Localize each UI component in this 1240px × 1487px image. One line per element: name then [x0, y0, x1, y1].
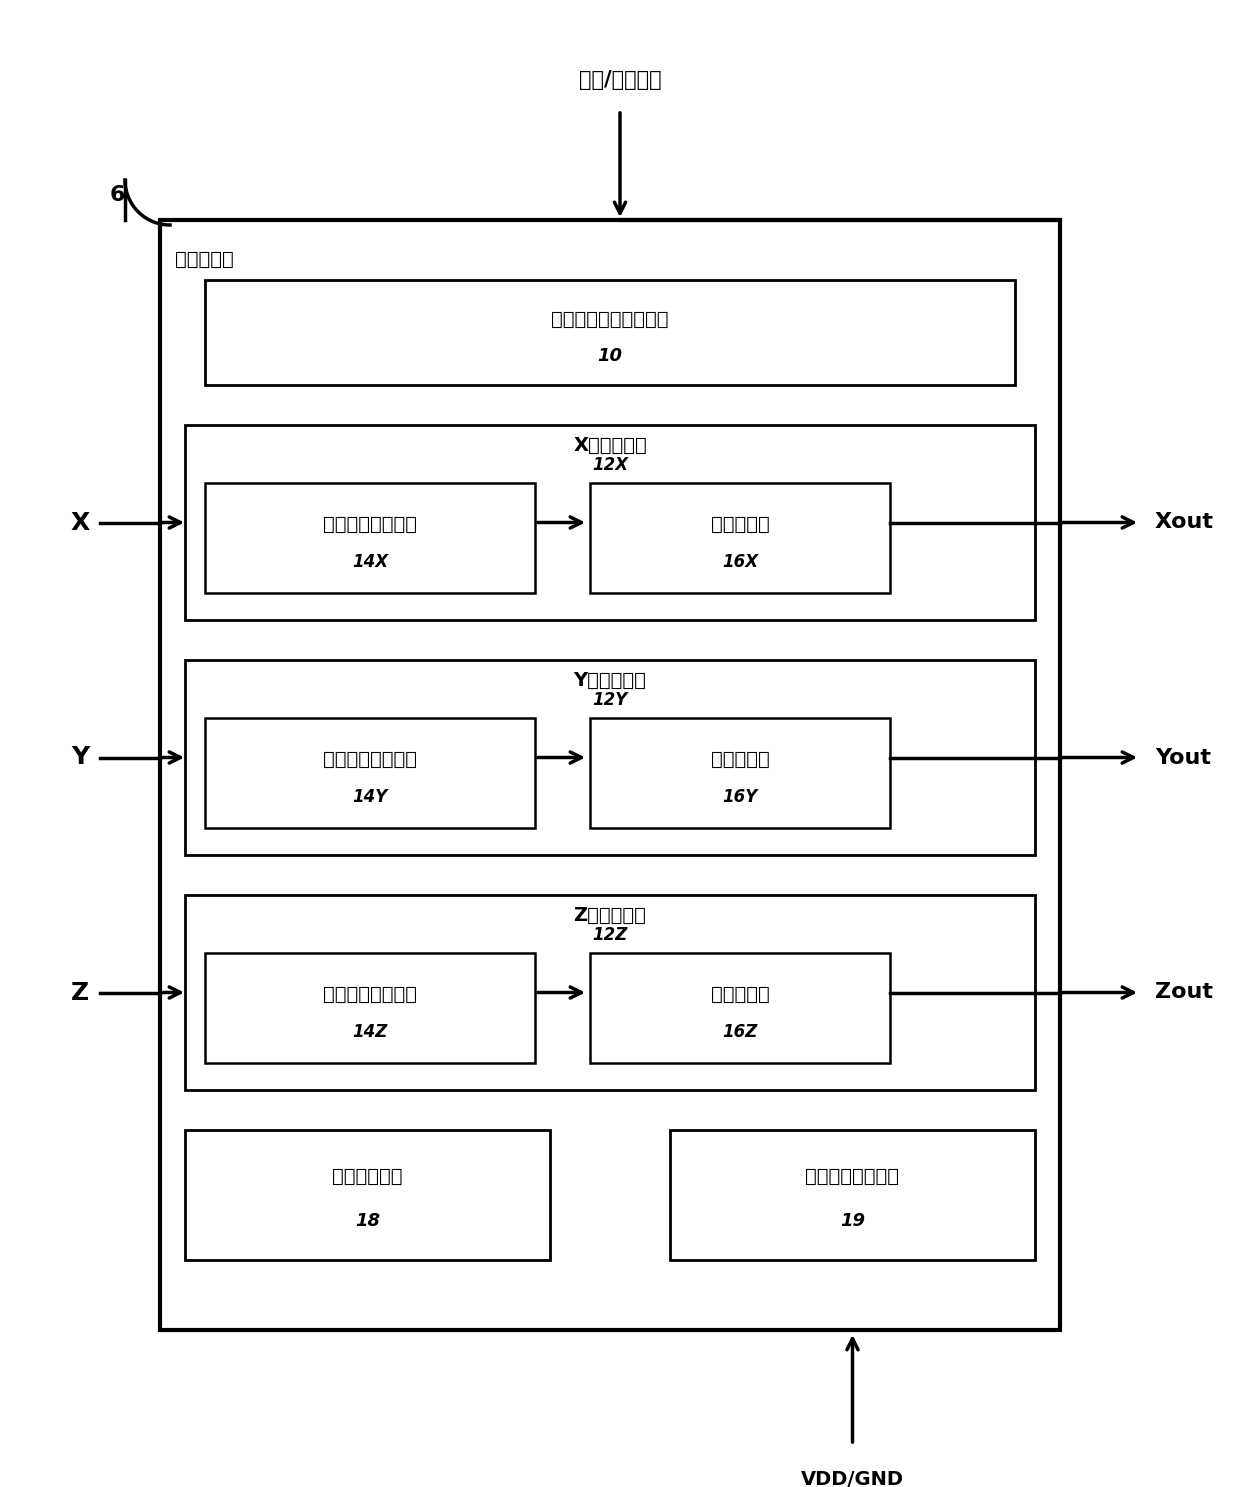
Text: 参考与偏置产生器: 参考与偏置产生器	[806, 1167, 899, 1187]
Text: 相关的三重采样器: 相关的三重采样器	[322, 751, 417, 769]
Bar	[160, 220, 1060, 1329]
Text: 16X: 16X	[722, 553, 758, 571]
Text: X: X	[71, 510, 89, 534]
Text: 18: 18	[355, 1212, 379, 1230]
Text: Y: Y	[71, 745, 89, 769]
Bar	[185, 660, 1035, 855]
Text: 相关的三重采样器: 相关的三重采样器	[322, 516, 417, 534]
Text: Zout: Zout	[1154, 983, 1213, 1002]
Text: 乒乓解调器: 乒乓解调器	[711, 986, 769, 1004]
Text: 时钟分配网络: 时钟分配网络	[332, 1167, 403, 1187]
Text: Y轴接口电路: Y轴接口电路	[574, 671, 646, 690]
Bar	[205, 280, 1016, 385]
Text: VDD/GND: VDD/GND	[801, 1471, 904, 1487]
Text: 传感器接口: 传感器接口	[175, 250, 234, 269]
Text: Z轴接口电路: Z轴接口电路	[574, 906, 646, 925]
Text: Z: Z	[71, 980, 89, 1005]
Text: 12X: 12X	[591, 457, 629, 474]
Text: 乒乓解调器: 乒乓解调器	[711, 751, 769, 769]
Bar	[590, 483, 890, 593]
Text: 乒乓解调器: 乒乓解调器	[711, 516, 769, 534]
Text: 16Z: 16Z	[723, 1023, 758, 1041]
Text: Xout: Xout	[1154, 513, 1214, 532]
Text: 16Y: 16Y	[723, 788, 758, 806]
Bar	[185, 895, 1035, 1090]
Text: 19: 19	[839, 1212, 866, 1230]
Text: 10: 10	[598, 346, 622, 364]
Text: 调整存储寄存器与电路: 调整存储寄存器与电路	[552, 311, 668, 330]
Bar	[205, 718, 534, 828]
Bar	[670, 1130, 1035, 1259]
Text: 14X: 14X	[352, 553, 388, 571]
Text: 12Y: 12Y	[593, 691, 627, 709]
Text: 调整/闪烁控制: 调整/闪烁控制	[579, 70, 661, 91]
Bar	[185, 425, 1035, 620]
Text: 14Z: 14Z	[352, 1023, 388, 1041]
Text: 14Y: 14Y	[352, 788, 388, 806]
Bar	[590, 718, 890, 828]
Text: 12Z: 12Z	[593, 926, 627, 944]
Bar	[205, 953, 534, 1063]
Bar	[185, 1130, 551, 1259]
Text: 6: 6	[110, 184, 125, 205]
Text: 相关的三重采样器: 相关的三重采样器	[322, 986, 417, 1004]
Text: Yout: Yout	[1154, 748, 1211, 767]
Text: X轴接口电路: X轴接口电路	[573, 436, 647, 455]
Bar	[205, 483, 534, 593]
Bar	[590, 953, 890, 1063]
